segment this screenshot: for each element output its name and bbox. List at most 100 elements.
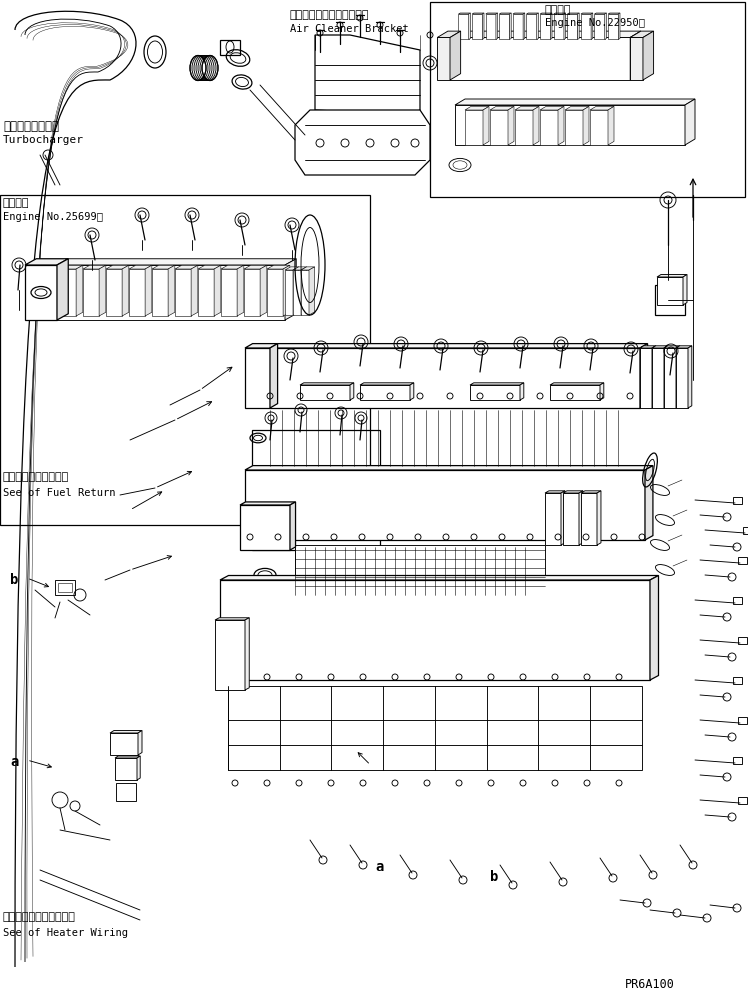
Bar [743, 527, 748, 534]
Polygon shape [640, 346, 656, 348]
Polygon shape [221, 269, 237, 316]
Polygon shape [608, 107, 614, 145]
Polygon shape [285, 259, 296, 320]
Polygon shape [459, 14, 469, 40]
Polygon shape [191, 265, 198, 316]
Polygon shape [285, 270, 293, 315]
Polygon shape [145, 265, 152, 316]
Polygon shape [500, 13, 511, 14]
Bar [252, 430, 380, 550]
Polygon shape [583, 107, 589, 145]
Polygon shape [595, 14, 604, 40]
Polygon shape [545, 493, 561, 545]
Polygon shape [664, 348, 676, 408]
Polygon shape [645, 466, 653, 540]
Polygon shape [509, 13, 511, 40]
Polygon shape [513, 13, 525, 14]
Bar [733, 497, 742, 504]
Polygon shape [564, 13, 565, 40]
Polygon shape [438, 31, 461, 38]
Bar [738, 717, 747, 724]
Polygon shape [550, 385, 600, 400]
Polygon shape [604, 13, 607, 40]
Polygon shape [537, 13, 539, 40]
Polygon shape [664, 346, 668, 408]
Polygon shape [220, 580, 650, 680]
Polygon shape [215, 620, 245, 690]
Polygon shape [270, 344, 278, 408]
Polygon shape [567, 14, 577, 40]
Bar [655, 285, 685, 315]
Polygon shape [455, 105, 685, 145]
Polygon shape [293, 270, 301, 315]
Polygon shape [540, 13, 552, 14]
Polygon shape [285, 267, 298, 270]
Polygon shape [591, 13, 593, 40]
Polygon shape [540, 110, 558, 145]
Polygon shape [652, 348, 664, 408]
Polygon shape [579, 491, 583, 545]
Polygon shape [214, 265, 221, 316]
Polygon shape [664, 346, 680, 348]
Polygon shape [270, 344, 648, 348]
Polygon shape [244, 269, 260, 316]
Polygon shape [175, 265, 198, 269]
Polygon shape [270, 392, 640, 400]
Polygon shape [110, 731, 142, 733]
Polygon shape [631, 38, 643, 80]
Polygon shape [459, 13, 470, 14]
Polygon shape [533, 107, 539, 145]
Polygon shape [245, 470, 645, 540]
Polygon shape [520, 383, 524, 400]
Polygon shape [551, 13, 552, 40]
Polygon shape [168, 265, 175, 316]
Polygon shape [608, 13, 620, 14]
Polygon shape [360, 383, 414, 385]
Polygon shape [657, 277, 683, 305]
Text: a: a [375, 860, 384, 874]
Polygon shape [237, 265, 244, 316]
Polygon shape [600, 383, 604, 400]
Polygon shape [683, 274, 687, 305]
Text: フェエルリターン参照: フェエルリターン参照 [3, 472, 70, 482]
Bar [738, 797, 747, 804]
Polygon shape [640, 388, 648, 400]
Polygon shape [240, 501, 295, 505]
Polygon shape [137, 756, 140, 780]
Polygon shape [465, 110, 483, 145]
Text: 適用号機: 適用号機 [545, 5, 571, 15]
Polygon shape [485, 14, 496, 40]
Bar [733, 677, 742, 684]
Polygon shape [450, 31, 641, 38]
Polygon shape [106, 269, 122, 316]
Polygon shape [595, 13, 607, 14]
Polygon shape [83, 269, 99, 316]
Polygon shape [450, 38, 631, 80]
Polygon shape [558, 107, 564, 145]
Polygon shape [527, 13, 539, 14]
Bar [220, 40, 240, 55]
Polygon shape [676, 346, 692, 348]
Text: Turbocharger: Turbocharger [3, 135, 84, 145]
Polygon shape [245, 466, 653, 470]
Polygon shape [267, 269, 283, 316]
Text: Engine No.25699～: Engine No.25699～ [3, 212, 103, 222]
Polygon shape [198, 265, 221, 269]
Polygon shape [561, 491, 565, 545]
Text: Engine No.22950～: Engine No.22950～ [545, 18, 645, 28]
Polygon shape [545, 491, 565, 493]
Polygon shape [244, 265, 267, 269]
Polygon shape [563, 491, 583, 493]
Polygon shape [303, 472, 309, 510]
Bar [430, 2, 745, 197]
Polygon shape [676, 346, 680, 408]
Polygon shape [301, 267, 307, 315]
Polygon shape [60, 265, 83, 269]
Polygon shape [245, 618, 249, 690]
Polygon shape [597, 491, 601, 545]
Polygon shape [688, 346, 692, 408]
Polygon shape [215, 618, 249, 620]
Polygon shape [483, 107, 489, 145]
Polygon shape [685, 99, 695, 145]
Text: PR6A100: PR6A100 [625, 978, 675, 991]
